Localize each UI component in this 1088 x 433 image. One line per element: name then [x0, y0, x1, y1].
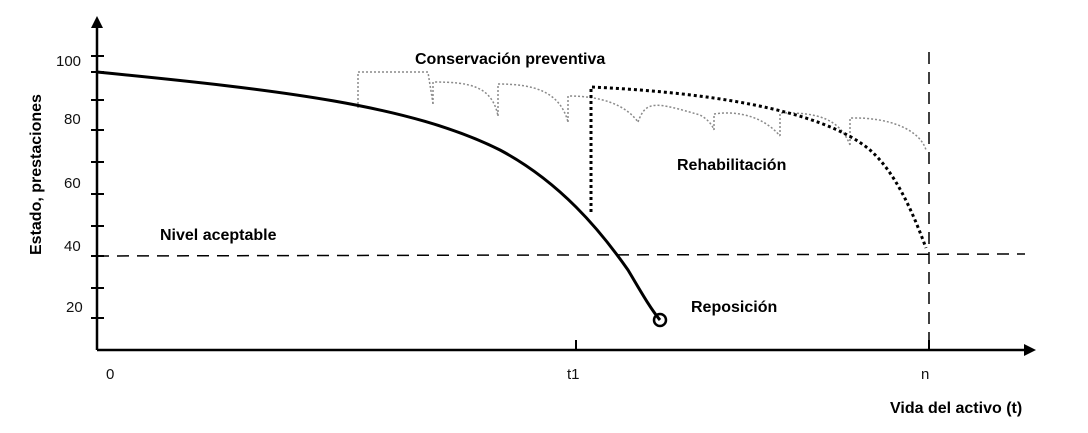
label-acceptable-level: Nivel aceptable [160, 227, 277, 244]
preventive-conservation-curve [357, 71, 927, 151]
x-axis-title: Vida del activo (t) [890, 400, 1022, 417]
degradation-curve [96, 70, 662, 321]
y-tick-20: 20 [66, 299, 83, 316]
x-tick-t1: t1 [567, 366, 580, 383]
y-tick-100: 100 [56, 53, 81, 70]
acceptable-level-line [96, 253, 1026, 257]
label-preventive-conservation: Conservación preventiva [415, 51, 605, 68]
x-axis-ticks [575, 340, 930, 350]
label-rehabilitation: Rehabilitación [677, 157, 786, 174]
y-tick-40: 40 [64, 238, 81, 255]
rehabilitation-curve [589, 85, 928, 249]
x-tick-0: 0 [106, 366, 114, 383]
y-tick-60: 60 [64, 175, 81, 192]
x-tick-n: n [921, 366, 929, 383]
replacement-marker [652, 312, 668, 328]
y-axis-title: Estado, prestaciones [28, 94, 45, 255]
label-replacement: Reposición [691, 299, 777, 316]
y-tick-80: 80 [64, 111, 81, 128]
